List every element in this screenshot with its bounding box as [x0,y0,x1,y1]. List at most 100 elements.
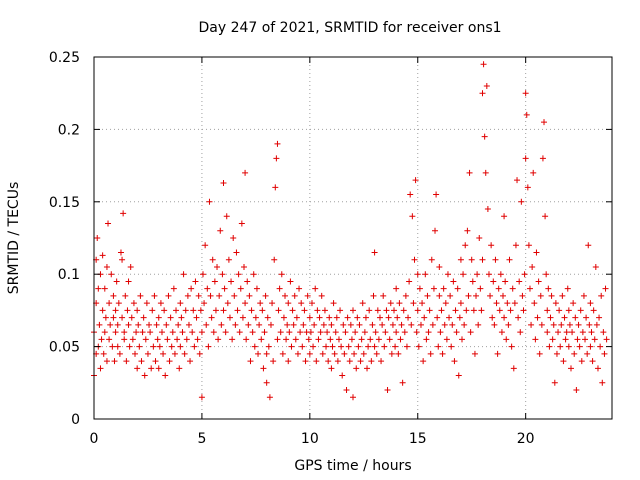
data-point [277,329,284,336]
data-point [274,140,281,147]
data-point [119,256,126,263]
data-point [280,314,287,321]
grid-lines [94,57,612,419]
y-tick-label: 0.05 [49,340,80,356]
data-point [107,321,114,328]
data-point [437,329,444,336]
data-point [216,292,223,299]
data-point [219,271,226,278]
data-point [594,365,601,372]
data-point [121,336,128,343]
data-point [117,249,124,256]
data-point [464,227,471,234]
data-point [223,213,230,220]
data-point [256,321,263,328]
data-point [402,292,409,299]
data-point [526,285,533,292]
data-point [101,329,108,336]
y-tick-label: 0.15 [49,195,80,211]
data-point [393,285,400,292]
data-point [297,329,304,336]
data-point [368,358,375,365]
data-point [458,336,465,343]
data-point [314,307,321,314]
data-point [364,365,371,372]
data-point [441,321,448,328]
data-point [557,343,564,350]
data-point [293,314,300,321]
data-point [450,278,457,285]
chart-title: Day 247 of 2021, SRMTID for receiver ons… [198,20,501,36]
data-point [207,292,214,299]
data-point [575,321,582,328]
data-point [596,314,603,321]
data-point [536,350,543,357]
data-point [417,321,424,328]
data-point [261,329,268,336]
axis-ticks [93,56,612,420]
data-point [556,307,563,314]
data-point [197,307,204,314]
data-point [181,350,188,357]
data-point [264,314,271,321]
data-point [206,198,213,205]
data-point [587,343,594,350]
data-point [251,343,258,350]
data-point [158,329,165,336]
data-point [446,314,453,321]
data-point [161,307,168,314]
y-tick-label: 0.1 [58,267,80,283]
data-point [142,336,149,343]
data-point [528,321,535,328]
data-point [204,285,211,292]
data-point [599,379,606,386]
data-point [271,256,278,263]
data-point [288,343,295,350]
data-point [340,321,347,328]
data-point [406,278,413,285]
data-point [401,329,408,336]
data-point [542,213,549,220]
data-point [231,292,238,299]
data-point [285,300,292,307]
data-point [463,307,470,314]
data-point [156,343,163,350]
data-point [529,263,536,270]
data-point [94,235,101,241]
x-tick-label: 20 [517,431,535,447]
data-point [457,300,464,307]
data-point [424,292,431,299]
data-point [535,278,542,285]
data-point [221,285,228,292]
data-point [125,278,132,285]
data-point [566,321,573,328]
data-point [348,336,355,343]
data-point [507,307,514,314]
data-point [350,394,356,401]
data-point [198,329,205,336]
data-point [524,184,531,191]
data-point [285,358,292,365]
data-point [269,300,276,307]
data-point [279,350,286,357]
data-point [105,220,112,227]
data-point [190,307,197,314]
data-point [167,314,174,321]
data-point [532,336,539,343]
data-point [318,292,325,299]
data-point [220,307,227,314]
data-point [586,321,593,328]
data-point [481,133,488,140]
data-point [498,329,505,336]
data-point [205,343,212,350]
data-point [412,177,419,184]
data-point [101,285,108,292]
data-point [361,329,368,336]
data-point [330,300,337,307]
data-point [215,336,222,343]
data-point [394,314,401,321]
data-point [157,300,164,307]
data-point [442,300,449,307]
data-point [125,321,132,328]
data-point [356,321,363,328]
